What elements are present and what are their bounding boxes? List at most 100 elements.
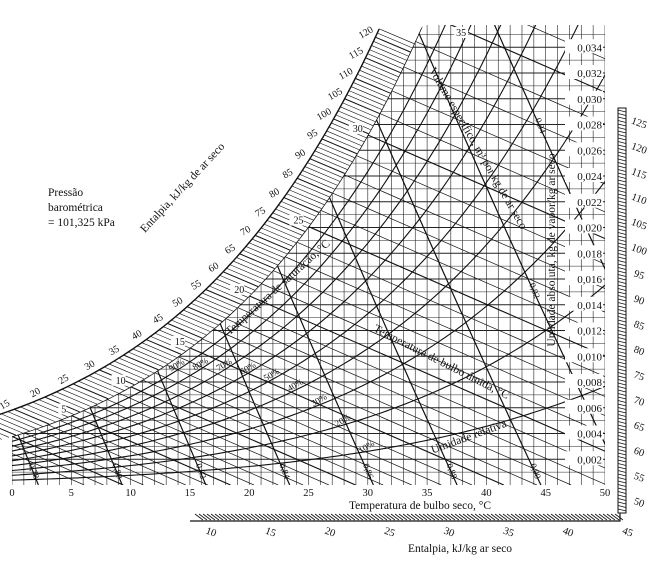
enthalpy-bottom-edge — [190, 513, 621, 522]
wet-bulb-line — [12, 435, 124, 485]
enthalpy-bottom-hatch — [510, 513, 520, 521]
relative-humidity-curve — [12, 284, 605, 476]
enthalpy-right-hatch — [617, 435, 627, 438]
enthalpy-bottom-hatch — [454, 513, 464, 521]
enthalpy-bottom-hatch — [298, 513, 308, 521]
y-tick-label: 0,028 — [577, 120, 602, 132]
enthalpy-bottom-hatch — [230, 513, 240, 521]
enthalpy-bottom-tick: 25 — [383, 526, 397, 540]
enthalpy-bottom-hatch — [614, 513, 624, 521]
enthalpy-hatch-line — [113, 360, 150, 377]
enthalpy-right-hatch — [617, 242, 627, 246]
enthalpy-right-hatch — [617, 347, 627, 351]
enthalpy-bottom-hatch — [590, 513, 600, 521]
wet-bulb-line — [379, 113, 605, 485]
enthalpy-hatch-line — [13, 408, 50, 425]
enthalpy-right-hatch — [617, 235, 627, 239]
enthalpy-bottom-hatch — [322, 513, 332, 521]
enthalpy-right-tick: 110 — [630, 192, 648, 208]
enthalpy-hatch-line — [175, 316, 211, 332]
relative-humidity-curve — [12, 25, 605, 447]
enthalpy-bottom-hatch — [222, 513, 232, 521]
enthalpy-right-hatch — [617, 354, 627, 358]
enthalpy-left-tick: 25 — [57, 372, 71, 387]
enthalpy-hatch-line — [7, 411, 43, 427]
wet-bulb-line — [154, 372, 412, 485]
enthalpy-bottom-hatch — [610, 513, 620, 521]
enthalpy-left-tick: 20 — [28, 386, 42, 401]
y-tick-label: 0,022 — [577, 197, 602, 209]
enthalpy-hatch-line — [167, 322, 203, 339]
enthalpy-bottom-hatch — [290, 513, 300, 521]
enthalpy-bottom-hatch — [334, 513, 344, 521]
enthalpy-left-tick: 75 — [254, 205, 268, 220]
enthalpy-bottom-hatch — [286, 513, 296, 521]
enthalpy-left-tick: 95 — [306, 127, 320, 142]
enthalpy-bottom-hatch — [478, 513, 488, 521]
enthalpy-bottom-hatch — [394, 513, 404, 521]
wet-bulb-label: 25 — [294, 216, 304, 227]
enthalpy-right-hatch — [617, 288, 627, 291]
wet-bulb-line — [118, 392, 330, 485]
enthalpy-right-hatch — [617, 165, 627, 169]
enthalpy-right-hatch — [617, 134, 627, 137]
enthalpy-hatch-line — [373, 41, 409, 57]
wet-bulb-line — [177, 356, 473, 485]
enthalpy-bottom-hatch — [566, 513, 576, 521]
enthalpy-right-hatch — [617, 375, 627, 379]
x-tick-label: 5 — [69, 488, 74, 499]
enthalpy-right-hatch — [617, 312, 627, 316]
enthalpy-hatch-line — [109, 363, 145, 380]
enthalpy-hatch-line — [379, 28, 415, 44]
enthalpy-hatch-line — [118, 357, 154, 374]
enthalpy-bottom-hatch — [390, 513, 400, 521]
wet-bulb-line — [142, 379, 384, 485]
enthalpy-hatch-line — [205, 289, 241, 305]
wet-bulb-line — [225, 318, 605, 485]
wet-bulb-line — [83, 410, 255, 485]
enthalpy-bottom-hatch — [570, 513, 580, 521]
labels: 10%20%30%40%50%60%70%80%90%5101520253035… — [0, 24, 648, 555]
enthalpy-right-hatch — [617, 382, 627, 386]
enthalpy-right-hatch — [617, 204, 627, 207]
wet-bulb-line — [367, 134, 605, 485]
enthalpy-left-tick: 120 — [357, 24, 375, 41]
y-tick-background — [565, 348, 603, 363]
enthalpy-hatch-line — [1, 413, 37, 429]
specific-volume-label: 0,82 — [194, 462, 209, 480]
enthalpy-right-hatch — [617, 477, 627, 480]
y-tick-background — [565, 374, 603, 388]
y-tick-label: 0,018 — [577, 248, 602, 260]
enthalpy-left-tick: 70 — [239, 224, 253, 239]
enthalpy-left-tick: 35 — [107, 344, 121, 359]
enthalpy-left-tick: 30 — [83, 358, 97, 373]
wet-bulb-line — [308, 226, 605, 485]
enthalpy-bottom-hatch — [586, 513, 596, 521]
x-tick-label: 20 — [244, 488, 255, 499]
y-tick-background — [565, 142, 603, 157]
relative-humidity-curve — [12, 25, 605, 462]
enthalpy-right-hatch — [617, 337, 627, 340]
y-tick-background — [565, 116, 603, 131]
y-tick-background — [565, 451, 603, 466]
wet-bulb-label-background — [170, 335, 185, 347]
wet-bulb-line — [343, 174, 605, 485]
wet-bulb-label-background — [230, 283, 245, 295]
enthalpy-bottom-hatch — [422, 513, 432, 521]
enthalpy-left-tick: 100 — [315, 106, 333, 123]
enthalpy-right-hatch — [617, 508, 627, 512]
enthalpy-bottom-hatch — [490, 513, 500, 521]
wet-bulb-label-background — [348, 123, 363, 135]
enthalpy-right-hatch — [617, 263, 627, 267]
enthalpy-hatch-line — [20, 406, 56, 423]
enthalpy-bottom-hatch — [354, 513, 364, 521]
relative-humidity-label: 20% — [333, 412, 353, 429]
enthalpy-hatch-line — [190, 303, 227, 319]
enthalpy-right-hatch — [617, 400, 627, 403]
enthalpy-left-tick: 110 — [337, 66, 355, 83]
enthalpy-hatch-line — [261, 227, 297, 243]
specific-volume-line — [475, 25, 605, 485]
enthalpy-right-hatch — [617, 221, 627, 225]
relative-humidity-curve — [12, 385, 605, 481]
enthalpy-bottom-tick: 40 — [561, 526, 575, 540]
